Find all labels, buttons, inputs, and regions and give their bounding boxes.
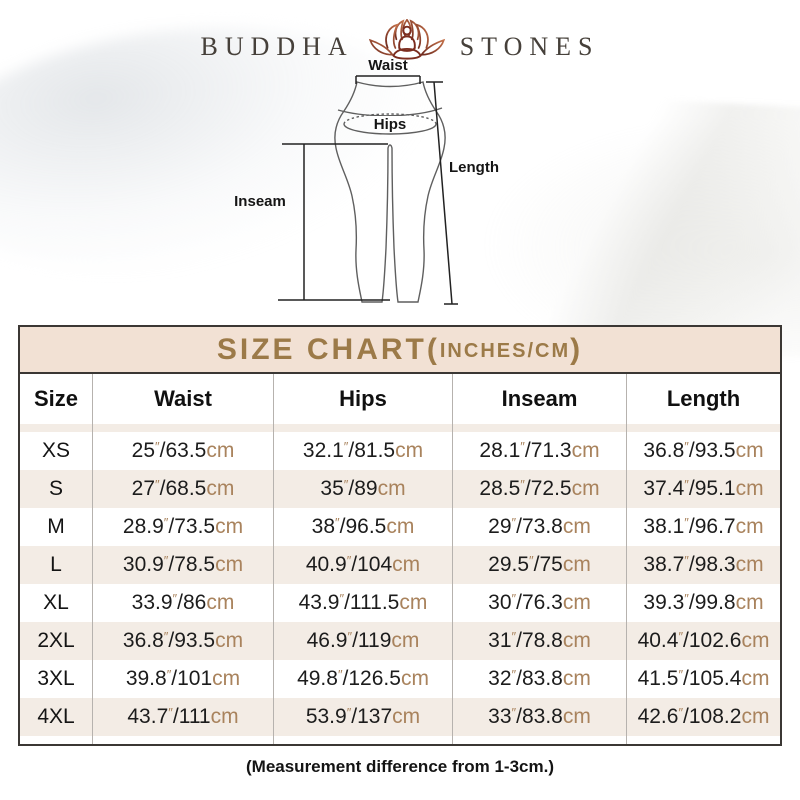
length-value-cell: 39.3 ″/99.8 cm <box>626 584 780 622</box>
length-value-cell: 41.5 ″/105.4 cm <box>626 660 780 698</box>
hips-value-cell: 38 ″/96.5 cm <box>273 508 452 546</box>
size-cell: 3XL <box>37 667 75 690</box>
hips-value-cell: 53.9 ″/137 cm <box>273 698 452 736</box>
hips-value-cell: 35 ″/89 cm <box>273 470 452 508</box>
brand-word-right: STONES <box>459 32 600 61</box>
inseam-value-cell: 29 ″/73.8 cm <box>452 508 626 546</box>
header-separator-strip <box>20 424 780 432</box>
hips-value-cell: 43.9 ″/111.5 cm <box>273 584 452 622</box>
waist-value-cell: 25 ″/63.5 cm <box>92 432 273 470</box>
table-row: 4XL 43.7 ″/111 cm 53.9 ″/137 cm 33 ″/83.8 cm 42.6 ″… <box>20 698 780 736</box>
inseam-value-cell: 32 ″/83.8 cm <box>452 660 626 698</box>
hips-value-cell: 49.8 ″/126.5 cm <box>273 660 452 698</box>
table-row: M 28.9 ″/73.5 cm 38 ″/96.5 cm 29 ″/73.8 cm 38.1 ″/9… <box>20 508 780 546</box>
size-cell: 4XL <box>37 705 75 728</box>
length-value-cell: 36.8 ″/93.5 cm <box>626 432 780 470</box>
inseam-value-cell: 33 ″/83.8 cm <box>452 698 626 736</box>
inseam-value-cell: 28.1 ″/71.3 cm <box>452 432 626 470</box>
table-row: 3XL 39.8 ″/101 cm 49.8 ″/126.5 cm 32 ″/83.8 cm 41.… <box>20 660 780 698</box>
column-header-hips: Hips <box>273 374 452 424</box>
inseam-value-cell: 31 ″/78.8 cm <box>452 622 626 660</box>
waist-label: Waist <box>368 57 407 74</box>
table-row: L 30.9 ″/78.5 cm 40.9 ″/104 cm 29.5 ″/75 cm 38.7 ″ /… <box>20 546 780 584</box>
table-row: 2XL 36.8 ″/93.5 cm 46.9 ″/119 cm 31 ″/78.8 cm 40.4… <box>20 622 780 660</box>
lotus-logo-icon <box>368 19 445 60</box>
size-cell: XL <box>43 591 69 614</box>
table-header-row: Size Waist Hips Inseam Length <box>20 374 780 424</box>
size-cell: L <box>50 553 62 576</box>
hips-value-cell: 46.9 ″/119 cm <box>273 622 452 660</box>
inseam-value-cell: 30 ″/76.3 cm <box>452 584 626 622</box>
brand-header: BUDDHA <box>0 18 800 76</box>
column-header-size: Size <box>33 386 79 411</box>
waist-value-cell: 36.8 ″/93.5 cm <box>92 622 273 660</box>
size-chart-title: SIZE CHART(INCHES/CM) <box>20 327 780 374</box>
table-row: XS 25 ″/63.5 cm 32.1 ″/81.5 cm 28.1 ″/71.3 cm 36.8… <box>20 432 780 470</box>
waist-value-cell: 39.8 ″/101 cm <box>92 660 273 698</box>
table-row: XL 33.9 ″/86 cm 43.9 ″/111.5 cm 30 ″/76.3 cm 39.3 ″… <box>20 584 780 622</box>
length-value-cell: 37.4 ″/95.1 cm <box>626 470 780 508</box>
length-value-cell: 40.4 ″/102.6 cm <box>626 622 780 660</box>
inseam-value-cell: 28.5 ″/72.5 cm <box>452 470 626 508</box>
length-value-cell: 38.1 ″/96.7 cm <box>626 508 780 546</box>
leggings-outline <box>334 81 446 303</box>
table-row: S 27 ″/68.5 cm 35 ″/89 cm 28.5 ″/72.5 cm 37.4 ″/95.… <box>20 470 780 508</box>
measurement-note: (Measurement difference from 1-3cm.) <box>246 757 554 776</box>
leggings-measurement-diagram: Waist Hips Inseam Length <box>234 57 499 305</box>
column-header-inseam: Inseam <box>452 374 626 424</box>
title-main: SIZE CHART( <box>216 332 440 366</box>
measurement-lines <box>278 75 458 305</box>
size-cell: 2XL <box>37 629 75 652</box>
length-label: Length <box>449 159 499 176</box>
waist-value-cell: 27 ″/68.5 cm <box>92 470 273 508</box>
waist-value-cell: 43.7 ″/111 cm <box>92 698 273 736</box>
waist-value-cell: 33.9 ″/86 cm <box>92 584 273 622</box>
column-header-length: Length <box>626 374 780 424</box>
brand-word-left: BUDDHA <box>200 32 354 61</box>
inseam-label: Inseam <box>234 193 286 210</box>
hips-label-backing <box>370 116 410 131</box>
length-value-cell: 38.7 ″/98.3 cm <box>626 546 780 584</box>
size-cell: M <box>47 515 65 538</box>
title-sub: INCHES/CM <box>439 340 571 362</box>
waist-value-cell: 30.9 ″/78.5 cm <box>92 546 273 584</box>
size-cell: XS <box>41 439 70 462</box>
column-header-waist: Waist <box>92 374 273 424</box>
inseam-value-cell: 29.5 ″/75 cm <box>452 546 626 584</box>
table-bottom-strip <box>20 736 780 744</box>
waist-value-cell: 28.9 ″/73.5 cm <box>92 508 273 546</box>
hips-value-cell: 32.1 ″/81.5 cm <box>273 432 452 470</box>
size-chart-table: SIZE CHART(INCHES/CM) Size Waist Hips In… <box>18 325 782 746</box>
hips-value-cell: 40.9 ″/104 cm <box>273 546 452 584</box>
hips-label: Hips <box>374 116 407 133</box>
length-value-cell: 42.6 ″/108.2 cm <box>626 698 780 736</box>
size-cell: S <box>48 477 63 500</box>
title-close: ) <box>570 332 584 366</box>
size-table-body: XS 25 ″/63.5 cm 32.1 ″/81.5 cm 28.1 ″/71.3 cm 36.8… <box>20 432 780 736</box>
